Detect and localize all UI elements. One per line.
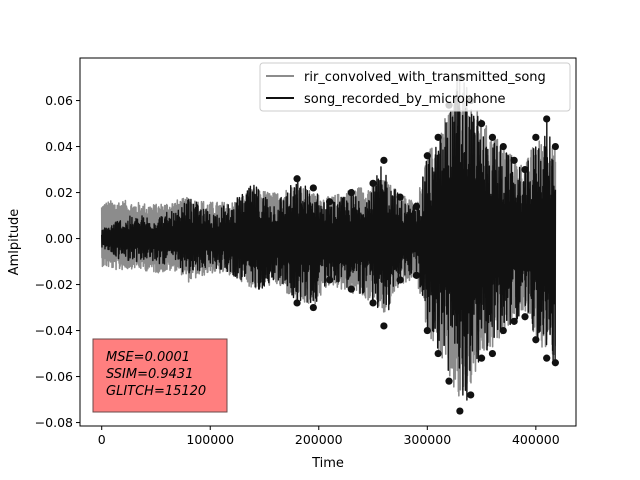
- series-rim-point: [293, 299, 301, 307]
- series-rim-point: [532, 133, 540, 141]
- series-rim-point: [326, 276, 334, 284]
- series-rim-point: [521, 165, 529, 174]
- x-tick-label: 300000: [403, 432, 451, 447]
- metric-line: MSE=0.0001: [106, 350, 190, 365]
- series-rim-point: [412, 202, 421, 210]
- legend-frame: [259, 62, 571, 112]
- series-rim-point: [551, 142, 559, 151]
- plot-frame: [79, 57, 577, 427]
- series-rim-point: [309, 184, 317, 192]
- y-axis-title: Amlpitude: [7, 209, 22, 276]
- series-rim-point: [347, 188, 355, 197]
- series-rim-point: [434, 133, 442, 141]
- x-tick-label: 400000: [512, 432, 560, 447]
- series-rim-point: [293, 175, 301, 183]
- y-tick-label: −0.08: [35, 415, 73, 430]
- series-rim-point: [445, 377, 453, 385]
- series-rim-point: [543, 115, 551, 123]
- series-rim-point: [543, 354, 551, 362]
- y-tick-label: −0.04: [35, 323, 73, 338]
- series-rim-point: [326, 198, 334, 206]
- y-tick-label: 0.00: [45, 231, 73, 246]
- y-tick-label: −0.02: [35, 277, 73, 292]
- series-rim-point: [412, 271, 421, 279]
- series-rim-point: [369, 179, 377, 187]
- series-rim-point: [423, 152, 431, 160]
- labels-layer: 0 100000 200000 300000 400000 −0.08 −0.06 −0.04…: [7, 93, 560, 471]
- series-rim-point: [551, 359, 559, 367]
- x-axis-title: Time: [311, 456, 344, 471]
- y-tick-label: −0.06: [35, 369, 73, 384]
- y-tick-label: 0.04: [45, 139, 73, 154]
- metrics-box-frame: [92, 338, 228, 413]
- series-rim-point: [456, 407, 464, 415]
- series-rim-point: [499, 142, 507, 151]
- series-rim-point: [434, 349, 442, 358]
- series-rim-point: [488, 349, 497, 358]
- series-rim-point: [510, 156, 518, 164]
- series-rim-point: [423, 326, 431, 335]
- metrics-box: MSE=0.0001 SSIM=0.9431 GLITCH=15120: [92, 338, 228, 413]
- axes-layer: [76, 57, 577, 430]
- series-rim-point: [309, 303, 317, 312]
- legend-label: song_recorded_by_microphone: [304, 92, 506, 107]
- series-rim-point: [347, 285, 355, 293]
- series-rim-point: [380, 322, 388, 330]
- series-rim-point: [521, 313, 529, 321]
- series-rim-point: [467, 391, 475, 399]
- series-rim-point: [477, 354, 486, 362]
- series-rim-point: [477, 119, 486, 128]
- series-rim-point: [488, 133, 497, 141]
- series-rim-point: [396, 276, 404, 284]
- series-rim-point: [396, 193, 404, 201]
- series-rim-point: [499, 326, 507, 335]
- series-rim-point: [369, 299, 377, 307]
- x-tick-label: 200000: [295, 432, 343, 447]
- series-rim-point: [532, 336, 540, 344]
- series-rim-point: [380, 156, 388, 164]
- series-rim-point: [510, 317, 518, 325]
- x-tick-label: 100000: [186, 432, 234, 447]
- metric-line: SSIM=0.9431: [106, 367, 193, 382]
- y-tick-label: 0.02: [45, 185, 73, 200]
- legend-label: rir_convolved_with_transmitted_song: [304, 70, 546, 85]
- legend: rir_convolved_with_transmitted_song song_…: [259, 62, 571, 112]
- x-tick-label: 0: [98, 432, 106, 447]
- metric-line: GLITCH=15120: [106, 384, 206, 399]
- y-tick-label: 0.06: [45, 93, 73, 108]
